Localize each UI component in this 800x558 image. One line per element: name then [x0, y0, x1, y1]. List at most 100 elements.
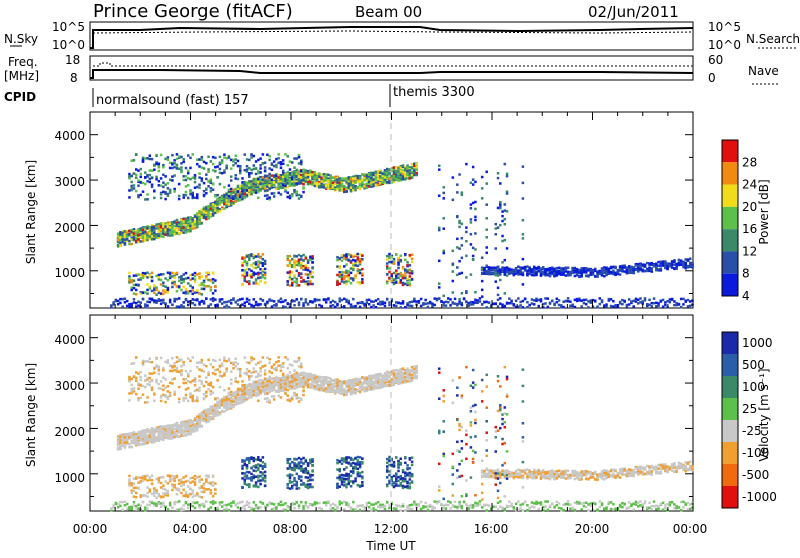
scatter-pixel — [146, 193, 149, 196]
scatter-pixel — [168, 190, 172, 193]
scatter-pixel — [141, 276, 145, 280]
scatter-pixel — [358, 301, 362, 305]
scatter-pixel — [494, 269, 498, 272]
scatter-pixel — [173, 377, 176, 380]
scatter-pixel — [279, 180, 283, 183]
scatter-pixel — [526, 269, 529, 272]
scatter-pixel — [243, 272, 247, 275]
scatter-pixel — [295, 255, 299, 258]
scatter-pixel — [241, 192, 244, 196]
scatter-pixel — [202, 300, 206, 303]
scatter-pixel — [155, 161, 158, 164]
scatter-pixel — [401, 175, 405, 179]
scatter-pixel — [168, 369, 172, 373]
scatter-pixel — [155, 225, 158, 229]
scatter-pixel — [496, 269, 500, 272]
scatter-pixel — [157, 430, 161, 434]
scatter-pixel — [155, 502, 158, 506]
scatter-pixel — [123, 243, 127, 246]
scatter-pixel — [144, 374, 147, 377]
scatter-pixel — [198, 303, 201, 306]
scatter-pixel — [198, 172, 201, 175]
scatter-pixel — [399, 177, 403, 180]
scatter-pixel — [250, 153, 253, 157]
scatter-pixel — [162, 501, 165, 505]
scatter-pixel — [157, 365, 161, 368]
scatter-pixel — [218, 161, 222, 165]
scatter-pixel — [261, 182, 265, 186]
scatter-pixel — [539, 273, 543, 276]
scatter-pixel — [162, 487, 165, 490]
scatter-pixel — [306, 175, 310, 179]
scatter-pixel — [661, 263, 665, 267]
scatter-pixel — [336, 283, 339, 286]
scatter-pixel — [175, 163, 179, 167]
scatter-pixel — [469, 300, 473, 304]
scatter-pixel — [148, 490, 152, 493]
scatter-pixel — [130, 288, 133, 292]
scatter-pixel — [399, 302, 403, 305]
scatter-pixel — [621, 268, 624, 272]
scatter-pixel — [137, 507, 140, 510]
scatter-pixel — [182, 221, 185, 225]
scatter-pixel — [659, 260, 663, 264]
scatter-pixel — [168, 479, 172, 483]
scatter-pixel — [302, 280, 305, 283]
scatter-pixel — [141, 297, 145, 301]
scatter-pixel — [297, 272, 301, 275]
scatter-pixel — [220, 161, 224, 164]
scatter-pixel — [449, 298, 452, 301]
scatter-pixel — [404, 306, 407, 309]
scatter-pixel — [125, 238, 129, 241]
scatter-pixel — [376, 173, 380, 176]
scatter-pixel — [297, 181, 301, 185]
scatter-pixel — [338, 300, 341, 303]
scatter-pixel — [162, 301, 165, 304]
scatter-pixel — [180, 229, 183, 233]
scatter-pixel — [132, 501, 136, 504]
scatter-pixel — [503, 222, 507, 226]
scatter-pixel — [413, 299, 416, 303]
scatter-pixel — [494, 233, 498, 236]
scatter-pixel — [487, 271, 491, 274]
scatter-pixel — [128, 436, 131, 439]
scatter-pixel — [304, 301, 308, 304]
scatter-pixel — [121, 233, 124, 237]
scatter-pixel — [630, 265, 633, 269]
scatter-pixel — [309, 257, 312, 260]
scatter-pixel — [347, 186, 351, 189]
scatter-pixel — [180, 166, 183, 169]
scatter-pixel — [112, 506, 115, 509]
scatter-pixel — [168, 501, 172, 505]
scatter-pixel — [205, 285, 208, 288]
scatter-pixel — [186, 303, 190, 307]
scatter-pixel — [376, 174, 380, 178]
scatter-pixel — [155, 175, 158, 179]
scatter-pixel — [162, 431, 165, 435]
scatter-pixel — [144, 230, 147, 234]
scatter-pixel — [248, 280, 251, 283]
scatter-pixel — [566, 297, 570, 300]
scatter-pixel — [193, 186, 197, 189]
scatter-pixel — [503, 266, 507, 270]
scatter-pixel — [259, 179, 262, 183]
scatter-pixel — [211, 297, 215, 300]
scatter-pixel — [311, 170, 314, 174]
scatter-pixel — [177, 426, 181, 430]
scatter-pixel — [209, 298, 213, 301]
scatter-pixel — [137, 240, 140, 244]
scatter-pixel — [392, 259, 396, 263]
scatter-pixel — [184, 224, 188, 227]
scatter-pixel — [134, 168, 138, 171]
scatter-pixel — [465, 239, 468, 243]
scatter-pixel — [263, 281, 267, 285]
scatter-pixel — [128, 434, 131, 438]
scatter-pixel — [437, 282, 441, 285]
scatter-pixel — [164, 302, 167, 306]
scatter-pixel — [318, 175, 321, 179]
scatter-pixel — [284, 177, 287, 181]
scatter-pixel — [345, 280, 348, 283]
scatter-pixel — [347, 180, 351, 184]
scatter-pixel — [191, 292, 195, 296]
scatter-pixel — [252, 190, 256, 194]
